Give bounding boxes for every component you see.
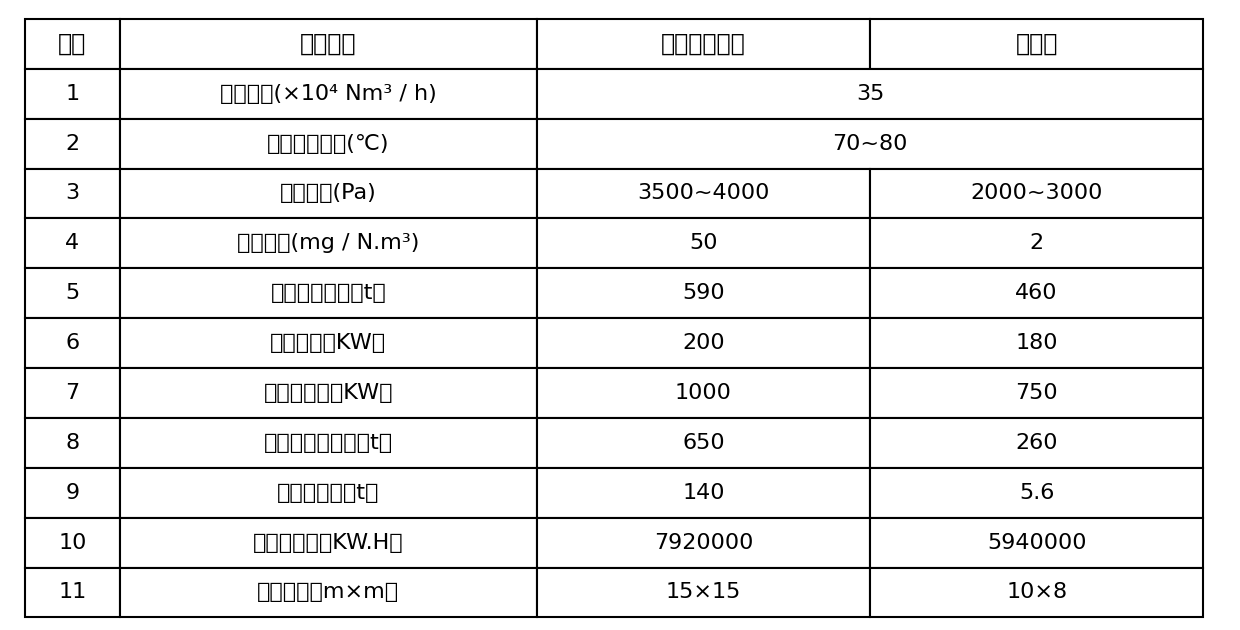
Text: 除尘器折算钢耗（t）: 除尘器折算钢耗（t） [264,433,393,453]
Bar [25,518,120,568]
Text: 590: 590 [682,284,724,303]
Bar [537,467,870,518]
Text: 布袋除尘装置: 布袋除尘装置 [661,32,745,56]
Text: 750: 750 [1016,383,1058,403]
Text: 5940000: 5940000 [987,532,1086,553]
Text: 2: 2 [66,134,79,154]
Bar [120,169,537,219]
Bar [537,268,870,318]
Bar [120,418,537,467]
Text: 1: 1 [66,84,79,104]
Bar [870,19,1203,69]
Text: 10×8: 10×8 [1006,583,1068,602]
Text: 10: 10 [58,532,87,553]
Bar [120,219,537,268]
Text: 系统全压(Pa): 系统全压(Pa) [280,183,377,203]
Bar [537,169,870,219]
Bar [537,368,870,418]
Text: 序号: 序号 [58,32,87,56]
Bar [25,418,120,467]
Text: 4: 4 [66,233,79,253]
Text: 主电机能耗（KW）: 主电机能耗（KW） [264,383,393,403]
Bar [120,467,537,518]
Bar [537,518,870,568]
Bar [25,19,120,69]
Text: 1000: 1000 [675,383,732,403]
Text: 占地面积（m×m）: 占地面积（m×m） [257,583,399,602]
Text: 460: 460 [1016,284,1058,303]
Bar [870,219,1203,268]
Text: 处理风量(×10⁴ Nm³ / h): 处理风量(×10⁴ Nm³ / h) [219,84,436,104]
Bar [25,568,120,617]
Text: 9: 9 [66,483,79,503]
Bar [120,268,537,318]
Text: 50: 50 [689,233,718,253]
Bar [537,69,1203,118]
Text: 2: 2 [1029,233,1044,253]
Text: 180: 180 [1016,333,1058,353]
Bar [870,418,1203,467]
Bar [870,518,1203,568]
Bar [25,467,120,518]
Bar [25,219,120,268]
Text: 2000~3000: 2000~3000 [971,183,1102,203]
Bar [870,568,1203,617]
Text: 3: 3 [66,183,79,203]
Text: 6: 6 [66,333,79,353]
Text: 8: 8 [66,433,79,453]
Bar [537,568,870,617]
Text: 7: 7 [66,383,79,403]
Text: 11: 11 [58,583,87,602]
Bar [25,69,120,118]
Bar [120,368,537,418]
Text: 降温能耗（KW）: 降温能耗（KW） [270,333,387,353]
Text: 15×15: 15×15 [666,583,742,602]
Bar [870,318,1203,368]
Text: 650: 650 [682,433,724,453]
Text: 35: 35 [856,84,884,104]
Text: 3500~4000: 3500~4000 [637,183,770,203]
Bar [120,518,537,568]
Text: 5.6: 5.6 [1019,483,1054,503]
Text: 260: 260 [1016,433,1058,453]
Text: 本装置: 本装置 [1016,32,1058,56]
Text: 7920000: 7920000 [653,532,753,553]
Bar [870,467,1203,518]
Bar [25,169,120,219]
Bar [537,118,1203,168]
Bar [120,69,537,118]
Bar [120,568,537,617]
Text: 排放浓度(mg / N.m³): 排放浓度(mg / N.m³) [237,233,419,253]
Bar [25,268,120,318]
Bar [870,268,1203,318]
Bar [25,118,120,168]
Bar [120,19,537,69]
Bar [120,318,537,368]
Bar [537,219,870,268]
Text: 年度总能耗（KW.H）: 年度总能耗（KW.H） [253,532,404,553]
Bar [25,318,120,368]
Text: 年度总排放（t）: 年度总排放（t） [278,483,379,503]
Text: 200: 200 [682,333,724,353]
Bar [537,19,870,69]
Text: 降温设施钢耗（t）: 降温设施钢耗（t） [270,284,386,303]
Text: 5: 5 [66,284,79,303]
Bar [537,418,870,467]
Text: 比较项目: 比较项目 [300,32,357,56]
Bar [25,368,120,418]
Text: 70~80: 70~80 [832,134,908,154]
Text: 原始烟气温度(℃): 原始烟气温度(℃) [267,134,389,154]
Bar [120,118,537,168]
Bar [870,368,1203,418]
Text: 140: 140 [682,483,724,503]
Bar [870,169,1203,219]
Bar [537,318,870,368]
